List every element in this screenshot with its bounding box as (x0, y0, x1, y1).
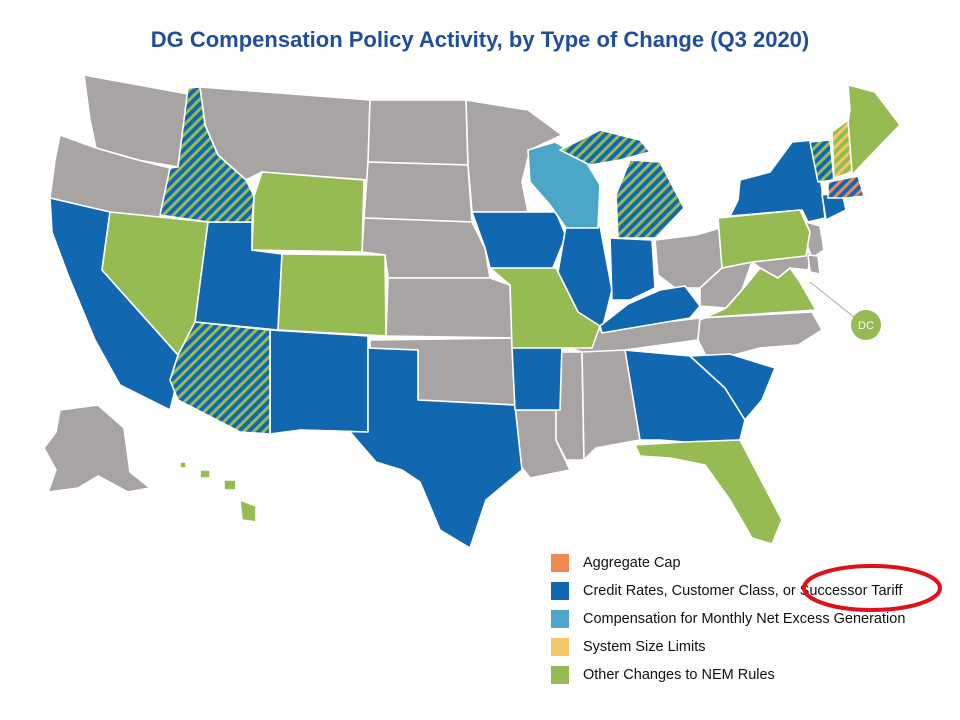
dc-leader-line (809, 281, 856, 319)
state-indiana (609, 237, 656, 301)
legend-label-monthly-excess: Compensation for Monthly Net Excess Gene… (583, 611, 906, 627)
legend-label-other-nem: Other Changes to NEM Rules (583, 667, 775, 683)
legend-label-aggregate-cap: Aggregate Cap (583, 555, 681, 571)
state-minnesota (465, 99, 563, 213)
state-missouri (489, 267, 601, 349)
state-south-carolina (689, 353, 776, 421)
legend-swatch-system-size (551, 638, 569, 656)
state-michigan (559, 129, 685, 239)
state-arizona (169, 321, 271, 435)
state-kansas (385, 277, 513, 339)
legend-swatch-aggregate-cap (551, 554, 569, 572)
state-florida (634, 439, 783, 545)
state-massachusetts (827, 175, 865, 199)
state-delaware (807, 254, 821, 275)
dc-badge (851, 310, 881, 340)
state-hawaii (179, 461, 257, 523)
legend-item-system-size: System Size Limits (551, 633, 905, 661)
state-north-dakota (367, 99, 469, 166)
legend-item-credit-rates: Credit Rates, Customer Class, or Success… (551, 577, 905, 605)
state-maine (844, 84, 901, 176)
state-south-dakota (363, 161, 473, 223)
state-kentucky (599, 285, 701, 334)
legend-swatch-credit-rates (551, 582, 569, 600)
map-title: DG Compensation Policy Activity, by Type… (150, 27, 810, 52)
legend-label-system-size: System Size Limits (583, 639, 706, 655)
state-pennsylvania (717, 209, 811, 269)
legend-label-credit-rates: Credit Rates, Customer Class, or Success… (583, 583, 903, 599)
state-texas (299, 347, 523, 549)
state-new-hampshire (831, 119, 853, 179)
state-new-mexico (269, 329, 369, 435)
legend: Aggregate Cap Credit Rates, Customer Cla… (551, 549, 905, 689)
state-idaho (159, 86, 255, 223)
state-colorado (277, 253, 387, 337)
legend-item-other-nem: Other Changes to NEM Rules (551, 661, 905, 689)
legend-item-aggregate-cap: Aggregate Cap (551, 549, 905, 577)
state-alaska (43, 404, 151, 493)
state-new-york (729, 139, 826, 223)
state-virginia (699, 267, 817, 321)
state-north-carolina (697, 311, 823, 357)
legend-swatch-monthly-excess (551, 610, 569, 628)
dc-badge-label: DC (858, 320, 874, 332)
legend-item-monthly-excess: Compensation for Monthly Net Excess Gene… (551, 605, 905, 633)
state-arkansas (511, 344, 563, 411)
state-wyoming (251, 171, 365, 253)
legend-swatch-other-nem (551, 666, 569, 684)
